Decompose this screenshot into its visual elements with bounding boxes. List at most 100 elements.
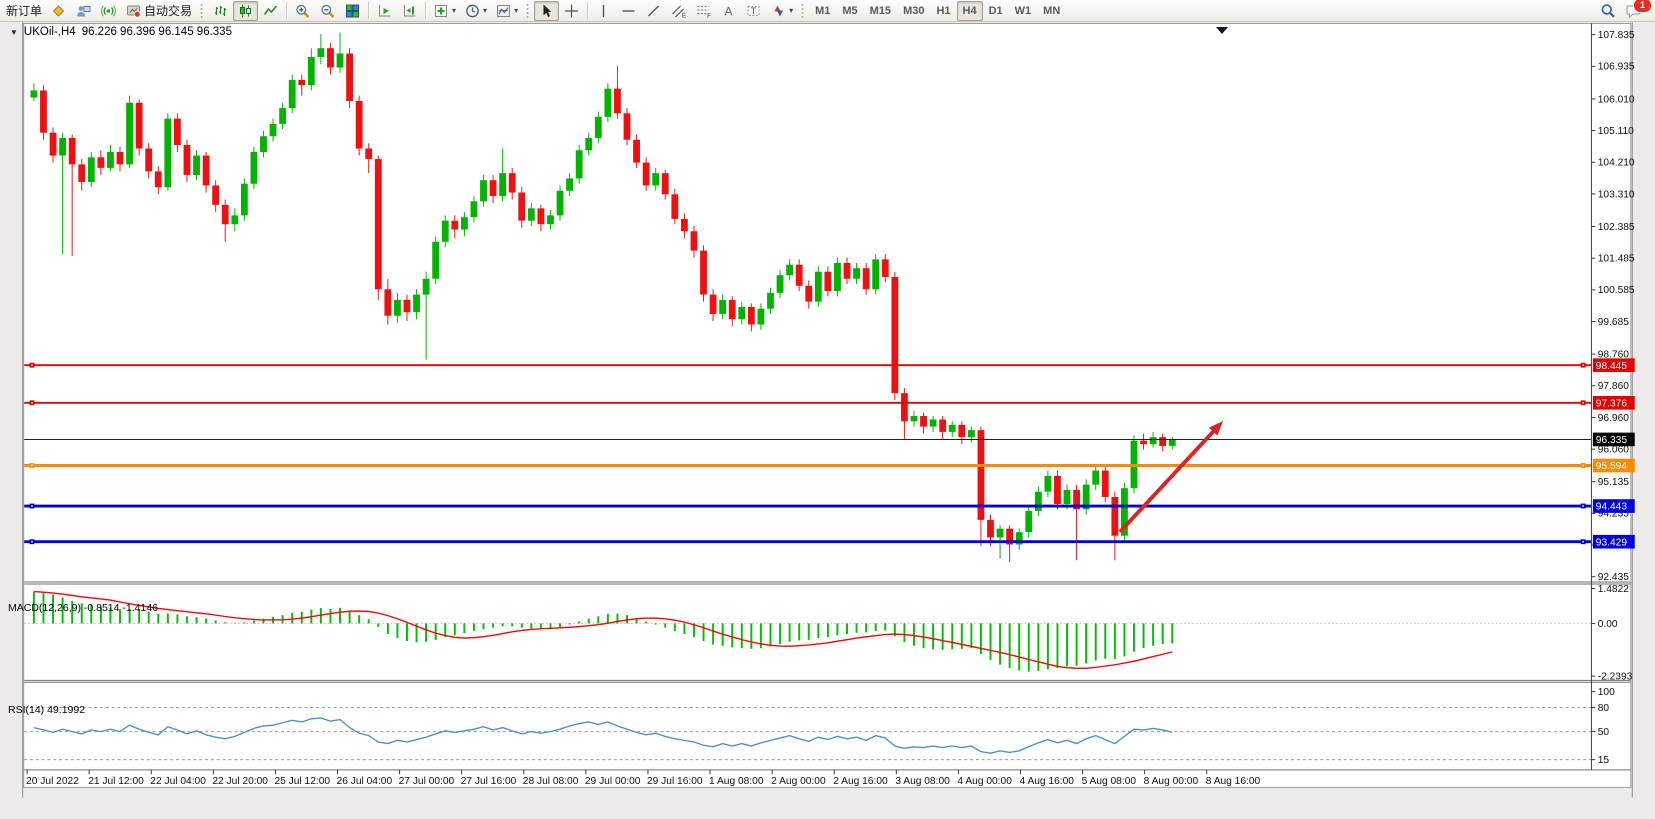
macd-pane: 1.4822 0.00 -2.2393 bbox=[24, 584, 1633, 683]
price-badge bbox=[1592, 458, 1635, 473]
bar-chart-button[interactable] bbox=[208, 1, 233, 21]
clock-icon bbox=[466, 4, 479, 17]
arrows-button[interactable]: ▾ bbox=[766, 1, 797, 21]
price-badge bbox=[1592, 499, 1635, 513]
horizontal-line-icon bbox=[622, 9, 635, 12]
autotrading-icon bbox=[127, 5, 141, 18]
crosshair-icon bbox=[565, 4, 579, 17]
rsi-pane: 100 80 50 15 bbox=[24, 687, 1615, 766]
svg-text:T: T bbox=[751, 6, 757, 16]
svg-text:93.429: 93.429 bbox=[1596, 537, 1628, 548]
chart-title-bar: ▼ UKOil-,H4 96.226 96.396 96.145 96.335 bbox=[10, 26, 232, 38]
tile-windows-button[interactable] bbox=[340, 1, 365, 21]
time-axis-label: 22 Jul 20:00 bbox=[212, 776, 268, 787]
fibonacci-button[interactable]: F bbox=[691, 1, 716, 21]
time-axis-label: 8 Aug 00:00 bbox=[1144, 776, 1199, 787]
svg-text:96.335: 96.335 bbox=[1596, 435, 1628, 446]
chart-window: 107.835 106.935 106.010 105.110 104.210 103.3… bbox=[0, 22, 1655, 819]
macd-axis-label: 0.00 bbox=[1598, 619, 1618, 630]
vertical-line-icon bbox=[602, 4, 605, 17]
price-badge bbox=[1592, 358, 1635, 372]
timeframe-button-MN[interactable]: MN bbox=[1043, 4, 1061, 17]
time-axis-label: 22 Jul 04:00 bbox=[150, 776, 206, 787]
trend-arrow-annotation[interactable] bbox=[1118, 420, 1224, 534]
price-axis-label: 104.210 bbox=[1598, 158, 1635, 169]
new-order-button[interactable]: 新订单 bbox=[2, 1, 46, 21]
chart-shift-button[interactable] bbox=[397, 1, 422, 21]
timeframe-button-M15[interactable]: M15 bbox=[869, 4, 892, 17]
toolbar-separator bbox=[425, 2, 427, 19]
timeframe-button-M1[interactable]: M1 bbox=[815, 4, 831, 17]
candlestick-icon bbox=[240, 4, 252, 17]
timeframe-button-H1[interactable]: H1 bbox=[936, 4, 951, 17]
rsi-axis-label: 100 bbox=[1598, 687, 1615, 698]
time-axis: 20 Jul 2022 21 Jul 12:00 22 Jul 04:00 22 Ju… bbox=[26, 769, 1261, 787]
time-axis-label: 21 Jul 12:00 bbox=[88, 776, 144, 787]
chart-shift-icon bbox=[404, 4, 416, 16]
chart-templates-button[interactable]: ▾ bbox=[491, 1, 522, 21]
text-icon: A bbox=[725, 4, 733, 18]
timeframe-button-M30[interactable]: M30 bbox=[903, 4, 925, 17]
timeframe-button-M5[interactable]: M5 bbox=[842, 4, 858, 17]
price-axis-label: 106.010 bbox=[1598, 94, 1635, 105]
timeframe-button-W1[interactable]: W1 bbox=[1014, 4, 1032, 17]
price-axis-label: 102.385 bbox=[1598, 222, 1635, 233]
rsi-axis-label: 15 bbox=[1598, 755, 1610, 766]
horizontal-line-button[interactable] bbox=[616, 1, 641, 21]
crosshair-button[interactable] bbox=[559, 1, 584, 21]
zoom-out-icon bbox=[321, 4, 335, 18]
collapse-arrow-icon[interactable]: ▼ bbox=[10, 27, 18, 37]
text-label-icon: T bbox=[747, 5, 760, 16]
candlestick-chart-button[interactable] bbox=[233, 0, 259, 21]
notifications-button[interactable]: 1 bbox=[1621, 0, 1652, 21]
svg-text:E: E bbox=[682, 13, 686, 19]
toolbar-separator bbox=[286, 2, 288, 19]
periods-button[interactable]: ▾ bbox=[460, 1, 491, 21]
timeframe-button-H4[interactable]: H4 bbox=[956, 0, 983, 21]
price-axis-label: 101.485 bbox=[1598, 254, 1635, 265]
fibonacci-icon: F bbox=[697, 5, 711, 19]
community-button[interactable] bbox=[71, 1, 96, 21]
add-indicator-button[interactable]: ▾ bbox=[429, 1, 460, 21]
market-icon bbox=[52, 4, 65, 17]
zoom-out-button[interactable] bbox=[315, 1, 340, 21]
trendline-button[interactable] bbox=[641, 1, 666, 21]
zoom-in-button[interactable] bbox=[290, 1, 315, 21]
chart-shift-marker[interactable] bbox=[1216, 27, 1228, 34]
price-axis-label: 95.135 bbox=[1598, 477, 1630, 488]
price-badge bbox=[1592, 534, 1635, 549]
main-toolbar: 新订单 自动交易 ▾ ▾ bbox=[0, 0, 1655, 22]
channel-icon: E bbox=[672, 5, 686, 19]
vertical-line-button[interactable] bbox=[591, 1, 616, 21]
autotrading-label: 自动交易 bbox=[144, 4, 193, 18]
market-button[interactable] bbox=[46, 1, 71, 21]
time-axis-label: 4 Aug 16:00 bbox=[1020, 776, 1075, 787]
price-badge bbox=[1592, 432, 1635, 447]
autotrading-button[interactable]: 自动交易 bbox=[121, 1, 196, 21]
auto-scroll-button[interactable] bbox=[372, 1, 397, 21]
timeframe-button-D1[interactable]: D1 bbox=[988, 4, 1003, 17]
time-axis-label: 2 Aug 00:00 bbox=[771, 776, 826, 787]
text-label-button[interactable]: T bbox=[741, 1, 766, 21]
timeframe-toolbar: M1 M5 M15 M30 H1 H4 D1 W1 MN bbox=[809, 0, 1066, 21]
search-button[interactable] bbox=[1595, 1, 1621, 21]
time-axis-label: 27 Jul 16:00 bbox=[461, 776, 517, 787]
cursor-button[interactable] bbox=[534, 0, 560, 21]
time-axis-label: 1 Aug 08:00 bbox=[709, 776, 764, 787]
price-axis-label: 99.685 bbox=[1598, 317, 1630, 328]
signals-button[interactable] bbox=[96, 1, 121, 21]
text-button[interactable]: A bbox=[716, 1, 741, 21]
rsi-axis-label: 50 bbox=[1598, 727, 1610, 738]
chart-canvas[interactable]: 107.835 106.935 106.010 105.110 104.210 103.3… bbox=[0, 22, 1655, 819]
line-chart-button[interactable] bbox=[258, 1, 283, 21]
horizontal-level-lines[interactable] bbox=[24, 362, 1591, 545]
time-axis-label: 3 Aug 08:00 bbox=[895, 776, 950, 787]
equidistant-channel-button[interactable]: E bbox=[666, 1, 691, 21]
chevron-down-icon: ▾ bbox=[452, 5, 457, 15]
symbol-period-label: UKOil-,H4 bbox=[23, 26, 76, 38]
price-axis-label: 92.435 bbox=[1598, 572, 1630, 583]
price-axis-label: 96.060 bbox=[1598, 445, 1630, 456]
svg-text:97.376: 97.376 bbox=[1596, 398, 1628, 409]
time-axis-label: 28 Jul 08:00 bbox=[523, 776, 579, 787]
